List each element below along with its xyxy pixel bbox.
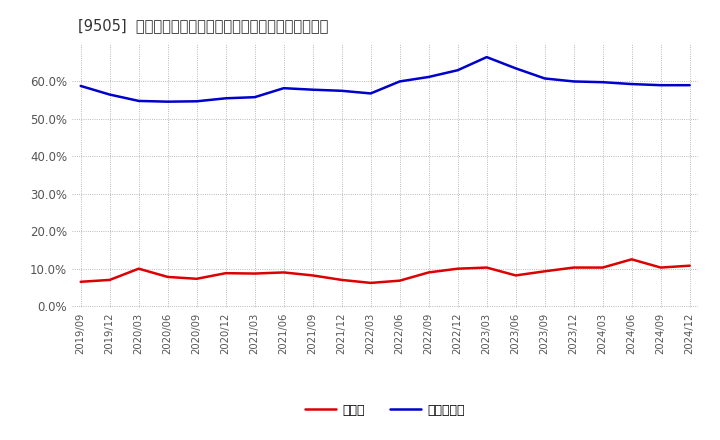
現須金: [657, 265, 665, 270]
有利子負債: [338, 88, 346, 93]
Text: [9505]  現須金、有利子負債の総資産に対する比率の推移: [9505] 現須金、有利子負債の総資産に対する比率の推移: [78, 18, 328, 33]
有利子負債: [279, 85, 288, 91]
現須金: [221, 271, 230, 276]
現須金: [627, 257, 636, 262]
現須金: [279, 270, 288, 275]
有利子負債: [657, 83, 665, 88]
有利子負債: [251, 95, 259, 100]
現須金: [251, 271, 259, 276]
現須金: [482, 265, 491, 270]
有利子負債: [105, 92, 114, 97]
現須金: [76, 279, 85, 284]
有利子負債: [424, 74, 433, 80]
現須金: [685, 263, 694, 268]
現須金: [192, 276, 201, 282]
Line: 有利子負債: 有利子負債: [81, 57, 690, 102]
有利子負債: [541, 76, 549, 81]
現須金: [511, 273, 520, 278]
有利子負債: [511, 66, 520, 71]
有利子負債: [221, 95, 230, 101]
現須金: [163, 274, 172, 279]
現須金: [366, 280, 375, 286]
有利子負債: [482, 55, 491, 60]
有利子負債: [308, 87, 317, 92]
有利子負債: [192, 99, 201, 104]
Line: 現須金: 現須金: [81, 259, 690, 283]
有利子負債: [163, 99, 172, 104]
現須金: [105, 277, 114, 282]
現須金: [308, 273, 317, 278]
現須金: [338, 277, 346, 282]
現須金: [424, 270, 433, 275]
現須金: [541, 269, 549, 274]
有利子負債: [454, 68, 462, 73]
現須金: [570, 265, 578, 270]
有利子負債: [627, 81, 636, 87]
有利子負債: [135, 98, 143, 103]
現須金: [598, 265, 607, 270]
有利子負債: [570, 79, 578, 84]
有利子負債: [366, 91, 375, 96]
現須金: [135, 266, 143, 271]
Legend: 現須金, 有利子負債: 現須金, 有利子負債: [300, 399, 470, 422]
現須金: [454, 266, 462, 271]
有利子負債: [685, 83, 694, 88]
有利子負債: [76, 83, 85, 88]
有利子負債: [598, 80, 607, 85]
有利子負債: [395, 79, 404, 84]
現須金: [395, 278, 404, 283]
